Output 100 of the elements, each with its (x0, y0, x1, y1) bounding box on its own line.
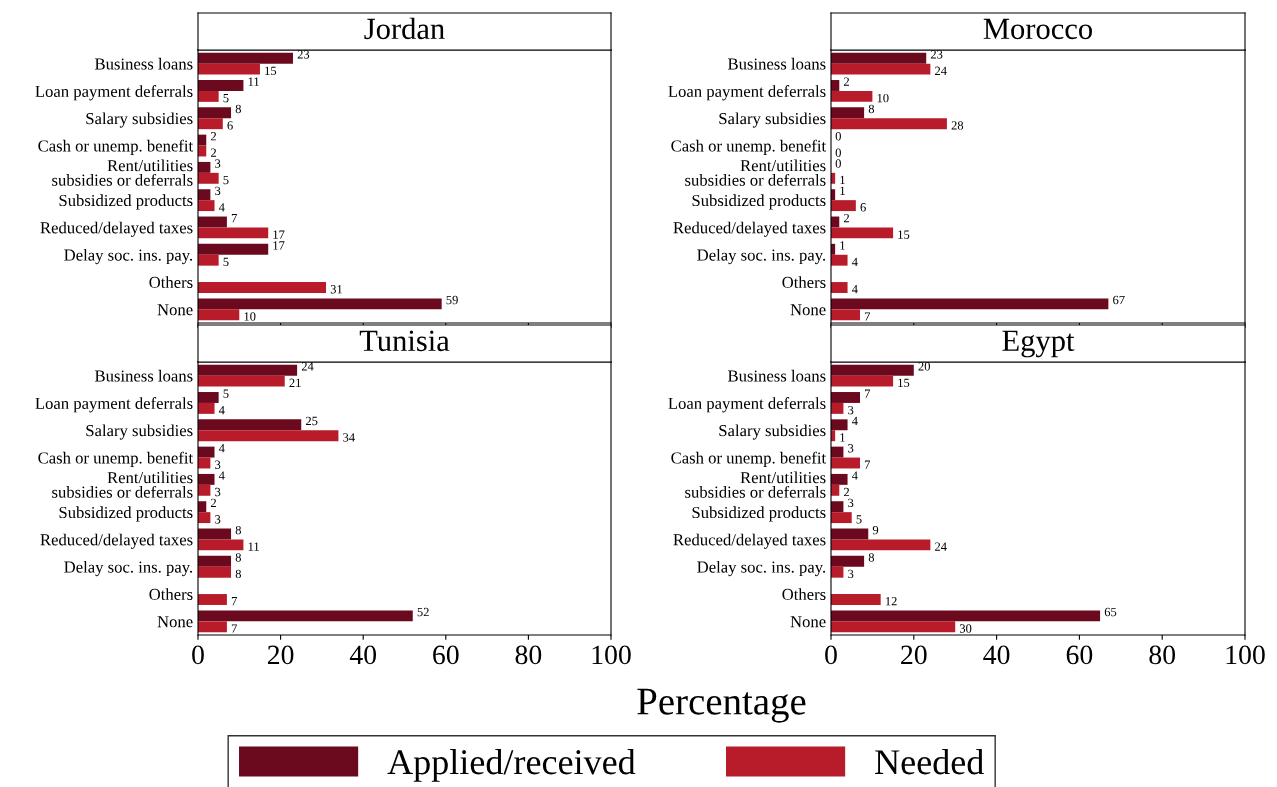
y-tick-label: Reduced/delayed taxes (40, 533, 193, 549)
data-label: 4 (218, 444, 225, 453)
y-tick-label: Cash or unemp. benefit (38, 139, 194, 155)
x-tick-label: 40 (983, 645, 1010, 665)
data-label: 0 (835, 148, 841, 157)
data-label: 3 (215, 159, 221, 168)
data-label: 3 (215, 515, 221, 524)
data-label: 1 (840, 186, 845, 195)
data-label: 31 (330, 285, 342, 294)
data-label: 4 (218, 471, 225, 480)
y-tick-label: Reduced/delayed taxes (40, 221, 193, 237)
bar (831, 364, 914, 376)
x-tick-label: 100 (1226, 645, 1265, 665)
bar (198, 402, 215, 414)
data-label: 4 (851, 257, 858, 266)
bar (198, 539, 244, 551)
data-label: 65 (1104, 607, 1117, 617)
bar (831, 392, 860, 403)
y-tick-label: Delay soc. ins. pay. (64, 560, 193, 577)
y-tick-label: Business loans (95, 369, 193, 382)
data-label: 3 (215, 460, 221, 469)
bar (198, 430, 339, 442)
y-tick-label: None (790, 304, 826, 316)
y-tick-label: Salary subsidies (719, 112, 826, 128)
bar (198, 610, 413, 622)
y-tick-label: Salary subsidies (86, 424, 193, 440)
y-tick-label: None (157, 304, 193, 316)
data-label: 30 (959, 624, 972, 633)
bar (831, 282, 848, 293)
data-label: 24 (935, 66, 947, 75)
x-tick-label: 100 (592, 645, 631, 665)
data-label: 6 (227, 121, 233, 130)
y-tick-label: Subsidized products (692, 506, 826, 522)
data-label: 24 (935, 542, 947, 551)
x-tick-label: 80 (515, 645, 542, 665)
data-label: 7 (231, 214, 237, 223)
data-label: 5 (856, 515, 862, 524)
data-label: 34 (343, 433, 355, 442)
data-label: 8 (235, 553, 241, 562)
data-label: 20 (918, 362, 930, 371)
bar (198, 512, 211, 524)
x-tick-label: 20 (901, 645, 927, 665)
data-label: 1 (840, 433, 845, 442)
x-axis-title: Percentage (637, 688, 806, 723)
data-label: 7 (864, 460, 871, 469)
y-tick-label: Others (149, 276, 193, 288)
x-tick-label: 40 (349, 645, 377, 665)
bar (198, 594, 227, 605)
chart-title: Jordan (364, 17, 445, 40)
data-label: 52 (417, 607, 429, 617)
bar (831, 227, 894, 239)
data-label: 2 (844, 213, 850, 223)
x-tick-label: 0 (825, 645, 837, 665)
data-label: 8 (235, 569, 241, 579)
bar (198, 298, 442, 310)
bar (198, 118, 223, 130)
y-tick-label: Subsidized products (692, 194, 826, 210)
y-tick-label: Delay soc. ins. pay. (64, 248, 193, 265)
data-label: 1 (840, 241, 845, 250)
bar (831, 539, 931, 551)
bar (831, 52, 927, 64)
data-label: 4 (218, 405, 225, 415)
x-tick-label: 0 (192, 645, 204, 665)
data-label: 5 (223, 257, 229, 267)
x-tick-label: 60 (433, 645, 459, 665)
data-label: 8 (235, 104, 241, 114)
data-label: 15 (898, 378, 910, 388)
y-tick-label: Cash or unemp. benefit (671, 139, 827, 155)
bar (198, 161, 211, 173)
data-label: 10 (877, 93, 889, 103)
data-label: 0 (835, 132, 841, 141)
bar (831, 621, 956, 633)
bar (831, 298, 1109, 310)
data-label: 12 (885, 597, 897, 606)
y-tick-label: Cash or unemp. benefit (38, 451, 194, 467)
bar (831, 63, 931, 75)
data-label: 9 (872, 525, 879, 535)
chart-title: Tunisia (359, 330, 450, 352)
data-label: 3 (848, 569, 854, 579)
data-label: 3 (215, 487, 221, 497)
bar (198, 484, 211, 496)
x-tick-label: 60 (1066, 645, 1093, 665)
data-label: 7 (864, 312, 871, 321)
data-label: 15 (898, 230, 910, 239)
y-tick-label: Business loans (95, 57, 193, 70)
bar (198, 555, 232, 567)
bar (198, 392, 219, 403)
data-label: 11 (248, 77, 259, 86)
bar (831, 254, 848, 266)
bar (198, 80, 244, 91)
data-label: 3 (848, 405, 854, 415)
data-label: 2 (210, 132, 216, 141)
bar (198, 419, 302, 431)
data-label: 11 (248, 542, 259, 551)
data-label: 59 (446, 295, 458, 305)
y-tick-label: Reduced/delayed taxes (673, 533, 826, 549)
y-tick-label: Business loans (728, 369, 826, 382)
chart-title: Morocco (983, 18, 1092, 40)
data-label: 7 (231, 624, 237, 633)
bar (198, 446, 215, 458)
